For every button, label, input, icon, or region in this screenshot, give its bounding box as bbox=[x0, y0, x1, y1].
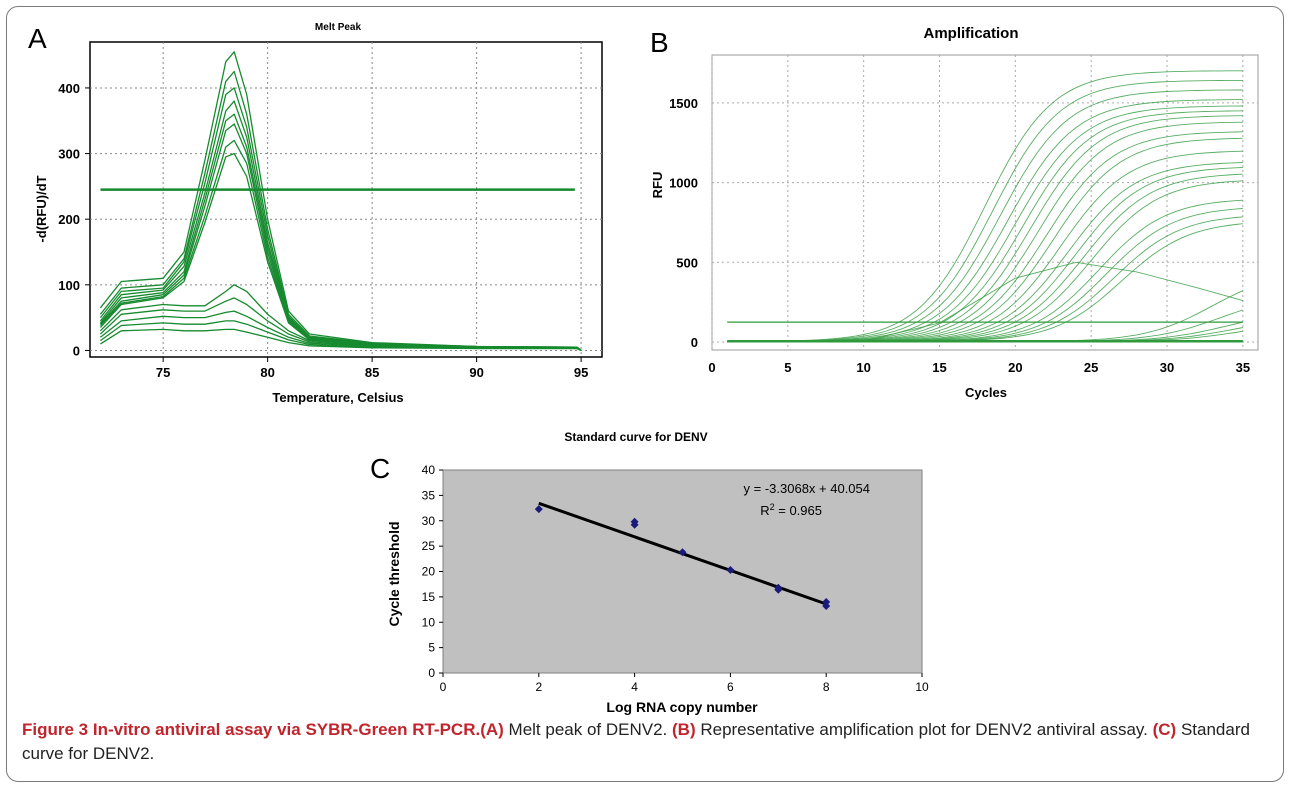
caption-b-label: (B) bbox=[672, 720, 696, 739]
chart-a-xlabel: Temperature, Celsius bbox=[272, 390, 403, 405]
chart-c-tick-label-x: 4 bbox=[631, 680, 638, 694]
figure-frame bbox=[6, 6, 1284, 782]
caption-c-label: (C) bbox=[1152, 720, 1177, 739]
chart-c-tick-label-y: 40 bbox=[422, 463, 436, 477]
chart-c-tick-label-y: 15 bbox=[422, 590, 436, 604]
caption-b-text: Representative amplification plot for DE… bbox=[695, 720, 1153, 739]
caption-a-text: Melt peak of DENV2. bbox=[503, 720, 672, 739]
panel-letter-a: A bbox=[28, 23, 47, 54]
panel-letter-c: C bbox=[370, 453, 390, 484]
chart-a-tick-label-y: 100 bbox=[58, 278, 80, 293]
chart-b-tick-label-x: 35 bbox=[1236, 360, 1250, 375]
caption-figure-label: Figure 3 In-vitro antiviral assay via SY… bbox=[22, 720, 481, 739]
chart-b-ylabel: RFU bbox=[650, 172, 665, 199]
panel-letter-b: B bbox=[650, 27, 669, 58]
chart-a-tick-label-y: 0 bbox=[73, 343, 80, 358]
chart-b-tick-label-y: 1000 bbox=[669, 176, 698, 191]
chart-c-tick-label-y: 20 bbox=[422, 565, 436, 579]
chart-b-tick-label-y: 0 bbox=[691, 335, 698, 350]
chart-c-data-point bbox=[630, 520, 639, 529]
chart-c-r2: R2 = 0.965 bbox=[760, 502, 822, 518]
chart-c-tick-label-y: 0 bbox=[428, 666, 435, 680]
figure-caption: Figure 3 In-vitro antiviral assay via SY… bbox=[22, 718, 1272, 766]
chart-a-ylabel: -d(RFU)/dT bbox=[34, 175, 49, 242]
chart-c-tick-label-y: 10 bbox=[422, 615, 436, 629]
chart-c-data-point bbox=[534, 505, 543, 514]
chart-a-series-line bbox=[99, 310, 582, 351]
chart-b-tick-label-x: 0 bbox=[708, 360, 715, 375]
chart-b-tick-label-y: 1500 bbox=[669, 96, 698, 111]
chart-c-tick-label-x: 10 bbox=[915, 680, 929, 694]
chart-a-tick-label-y: 300 bbox=[58, 147, 80, 162]
chart-c-tick-label-y: 5 bbox=[428, 641, 435, 655]
chart-c-plot-area bbox=[442, 469, 923, 674]
chart-c-tick-label-y: 35 bbox=[422, 488, 436, 502]
chart-c-ylabel: Cycle threshold bbox=[386, 521, 402, 626]
chart-c-data-point bbox=[822, 602, 831, 611]
chart-a-plot-area bbox=[89, 41, 603, 358]
chart-b-tick-label-x: 25 bbox=[1084, 360, 1098, 375]
chart-a-tick-label-y: 400 bbox=[58, 81, 80, 96]
chart-a-tick-label-x: 80 bbox=[260, 365, 274, 380]
chart-b-tick-label-x: 30 bbox=[1160, 360, 1174, 375]
chart-b-tick-label-x: 15 bbox=[932, 360, 946, 375]
caption-c-text: Standard curve for DENV2. bbox=[22, 720, 1250, 763]
chart-c-data-point bbox=[726, 565, 735, 574]
chart-c-tick-label-y: 25 bbox=[422, 539, 436, 553]
chart-b-tick-label-x: 5 bbox=[784, 360, 791, 375]
chart-c-tick-label-x: 8 bbox=[823, 680, 830, 694]
chart-a-tick-label-x: 85 bbox=[365, 365, 379, 380]
chart-b-xlabel: Cycles bbox=[965, 385, 1007, 400]
chart-c-data-point bbox=[822, 597, 831, 606]
chart-c-equation: y = -3.3068x + 40.054 bbox=[744, 481, 870, 496]
chart-c-xlabel: Log RNA copy number bbox=[606, 699, 758, 715]
chart-a-tick-label-y: 200 bbox=[58, 212, 80, 227]
chart-b-tick-label-y: 500 bbox=[676, 255, 698, 270]
chart-b-tick-label-x: 10 bbox=[856, 360, 870, 375]
chart-c-tick-label-y: 30 bbox=[422, 514, 436, 528]
caption-a-label: (A) bbox=[480, 720, 504, 739]
chart-a-title: Melt Peak bbox=[315, 22, 362, 33]
chart-c-tick-label-x: 6 bbox=[727, 680, 734, 694]
chart-a-tick-label-x: 75 bbox=[156, 365, 170, 380]
chart-c-data-point bbox=[678, 548, 687, 557]
chart-c-tick-label-x: 2 bbox=[535, 680, 542, 694]
chart-c-title: Standard curve for DENV bbox=[564, 430, 707, 444]
chart-b-amplification-curve bbox=[727, 261, 1243, 343]
chart-a-tick-label-x: 95 bbox=[574, 365, 588, 380]
chart-a-tick-label-x: 90 bbox=[469, 365, 483, 380]
chart-a-series-line bbox=[100, 328, 582, 351]
chart-c-data-point bbox=[774, 585, 783, 594]
chart-c-tick-label-x: 0 bbox=[440, 680, 447, 694]
chart-b-title: Amplification bbox=[923, 25, 1018, 42]
chart-b-tick-label-x: 20 bbox=[1008, 360, 1022, 375]
